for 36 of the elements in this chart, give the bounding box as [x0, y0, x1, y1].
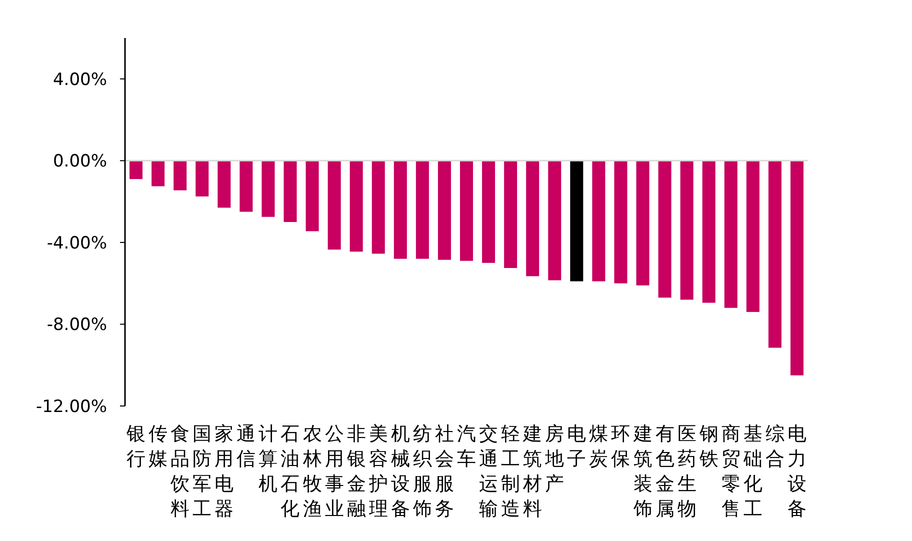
y-tick-label: -8.00%: [46, 315, 107, 336]
x-tick-label: 家用电器: [214, 423, 234, 520]
x-tick-label: 基础化工: [742, 423, 762, 520]
y-tick-label: 0.00%: [52, 152, 107, 172]
x-tick-label: 交通运输: [479, 423, 498, 520]
x-tick-label: 计算机: [258, 423, 278, 495]
x-tick-label: 房地产: [544, 423, 564, 495]
x-tick-label: 国防军工: [192, 423, 212, 520]
x-tick-label: 通信: [236, 423, 256, 470]
x-tick-label: 综合: [765, 423, 784, 470]
x-tick-label: 石油石化: [280, 423, 300, 520]
x-tick-label: 食品饮料: [170, 423, 190, 520]
x-tick-label: 煤炭: [589, 423, 608, 470]
x-tick-label: 电子: [567, 423, 586, 470]
x-tick-label: 机械设备: [390, 423, 410, 520]
x-tick-label: 汽车: [457, 423, 476, 470]
x-tick-label: 传媒: [148, 423, 168, 470]
x-tick-label: 农林牧渔: [302, 423, 322, 520]
x-tick-label: 电力设备: [787, 423, 806, 520]
x-tick-label: 有色金属: [655, 423, 674, 520]
y-tick-label: 4.00%: [52, 70, 107, 90]
x-tick-label: 环保: [611, 423, 630, 470]
x-tick-label: 医药生物: [677, 423, 696, 520]
y-tick-label: -12.00%: [36, 397, 107, 417]
x-tick-label: 美容护理: [368, 423, 388, 520]
x-tick-label: 非银金融: [346, 423, 366, 520]
x-tick-label: 建筑材料: [522, 423, 542, 520]
x-tick-label: 公用事业: [324, 423, 344, 520]
x-tick-label: 社会服务: [434, 423, 454, 520]
x-tick-label: 建筑装饰: [632, 423, 652, 520]
x-tick-label: 银行: [126, 423, 146, 470]
x-tick-label: 商贸零售: [721, 423, 740, 520]
x-tick-label: 钢铁: [698, 423, 718, 470]
x-tick-label: 轻工制造: [501, 423, 520, 520]
y-tick-label: -4.00%: [46, 233, 107, 254]
x-tick-label: 纺织服饰: [412, 423, 432, 520]
